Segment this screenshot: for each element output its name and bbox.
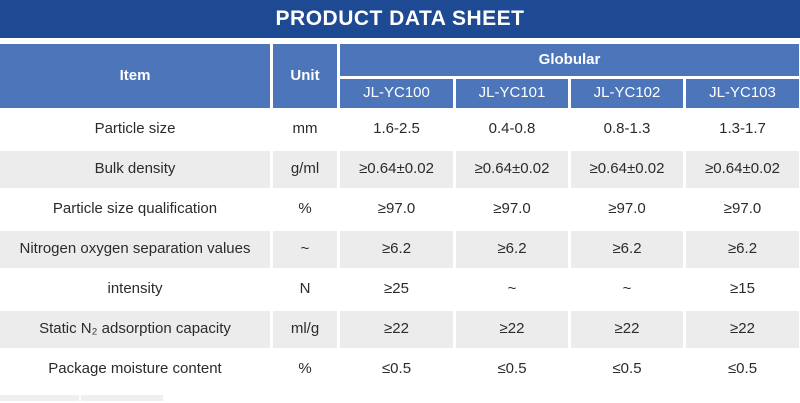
value-cell: ≥97.0 — [340, 191, 453, 228]
value-cell: ≥97.0 — [686, 191, 799, 228]
column-header-unit: Unit — [273, 44, 337, 108]
item-cell: Nitrogen oxygen separation values — [0, 231, 270, 268]
data-table: Item Unit Globular JL-YC100 JL-YC101 JL-… — [0, 44, 800, 388]
value-cell: 1.6-2.5 — [340, 111, 453, 148]
value-cell: ≤0.5 — [686, 351, 799, 388]
value-cell: ~ — [571, 271, 683, 308]
value-cell: ≥22 — [340, 311, 453, 348]
column-header-model-jl-yc102: JL-YC102 — [571, 79, 683, 108]
unit-cell: g/ml — [273, 151, 337, 188]
item-cell: intensity — [0, 271, 270, 308]
value-cell: ≥6.2 — [456, 231, 568, 268]
partial-cell — [81, 395, 163, 401]
value-cell: ≥22 — [571, 311, 683, 348]
unit-cell: mm — [273, 111, 337, 148]
unit-cell: N — [273, 271, 337, 308]
value-cell: ≥0.64±0.02 — [456, 151, 568, 188]
value-cell: ≥0.64±0.02 — [340, 151, 453, 188]
value-cell: ≤0.5 — [456, 351, 568, 388]
value-cell: ≥6.2 — [340, 231, 453, 268]
unit-cell: % — [273, 191, 337, 228]
next-table-partial-row — [0, 395, 800, 401]
unit-cell: ~ — [273, 231, 337, 268]
item-cell: Static N₂ adsorption capacity — [0, 311, 270, 348]
page-title: PRODUCT DATA SHEET — [275, 7, 525, 30]
unit-cell: % — [273, 351, 337, 388]
column-header-model-jl-yc103: JL-YC103 — [686, 79, 799, 108]
value-cell: 0.4-0.8 — [456, 111, 568, 148]
value-cell: ≥97.0 — [571, 191, 683, 228]
value-cell: ≥97.0 — [456, 191, 568, 228]
column-header-item: Item — [0, 44, 270, 108]
item-cell: Particle size — [0, 111, 270, 148]
item-cell: Package moisture content — [0, 351, 270, 388]
value-cell: ≥0.64±0.02 — [686, 151, 799, 188]
value-cell: ≤0.5 — [340, 351, 453, 388]
value-cell: ≤0.5 — [571, 351, 683, 388]
value-cell: 1.3-1.7 — [686, 111, 799, 148]
column-header-globular: Globular — [340, 44, 799, 76]
column-header-model-jl-yc100: JL-YC100 — [340, 79, 453, 108]
partial-cell — [0, 395, 79, 401]
title-bar: PRODUCT DATA SHEET — [0, 0, 800, 38]
value-cell: ≥15 — [686, 271, 799, 308]
value-cell: 0.8-1.3 — [571, 111, 683, 148]
value-cell: ≥25 — [340, 271, 453, 308]
value-cell: ~ — [456, 271, 568, 308]
item-cell: Particle size qualification — [0, 191, 270, 228]
value-cell: ≥6.2 — [571, 231, 683, 268]
column-header-model-jl-yc101: JL-YC101 — [456, 79, 568, 108]
value-cell: ≥22 — [456, 311, 568, 348]
unit-cell: ml/g — [273, 311, 337, 348]
value-cell: ≥22 — [686, 311, 799, 348]
value-cell: ≥0.64±0.02 — [571, 151, 683, 188]
item-cell: Bulk density — [0, 151, 270, 188]
value-cell: ≥6.2 — [686, 231, 799, 268]
